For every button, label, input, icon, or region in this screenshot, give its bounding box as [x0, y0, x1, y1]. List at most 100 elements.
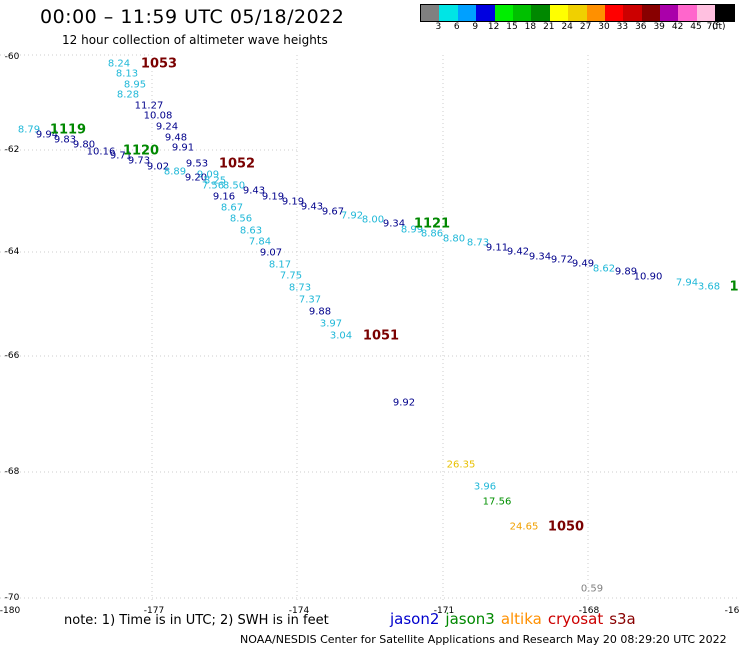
longitude-label: -180: [0, 606, 21, 616]
wave-height-value: 8.79: [17, 124, 41, 136]
color-tick-label: 33: [616, 22, 629, 32]
legend-cryosat: cryosat: [547, 610, 604, 628]
wave-height-value: 9.07: [259, 247, 283, 259]
wave-height-value: 7.94: [675, 277, 699, 289]
wave-height-value: 11.27: [134, 100, 164, 112]
wave-height-value: 9.49: [571, 258, 595, 270]
wave-height-value: 9.24: [155, 121, 179, 133]
station-time-label: 1119: [49, 122, 87, 138]
wave-height-value: 9.09: [196, 169, 220, 181]
station-time-label: 1050: [547, 519, 585, 535]
station-time-label: 1120: [122, 143, 160, 159]
color-tick-label: 39: [653, 22, 665, 32]
station-time-label: 1052: [218, 156, 256, 172]
color-swatch-8: [568, 5, 587, 21]
wave-height-value: 8.73: [466, 237, 490, 249]
wave-height-value: 3.96: [473, 481, 497, 493]
color-swatch-12: [641, 5, 661, 21]
color-swatch-11: [623, 5, 642, 21]
wave-height-value: 9.43: [242, 185, 266, 197]
wave-height-value: 9.83: [53, 134, 77, 146]
wave-height-value: 9.11: [485, 242, 509, 254]
color-tick-label: 9: [472, 22, 479, 32]
color-tick-label: 12: [487, 22, 500, 32]
wave-height-value: 9.67: [321, 206, 345, 218]
wave-height-value: 9.43: [300, 201, 324, 213]
latitude-label: -66: [4, 351, 20, 361]
satellite-legend: jason2 jason3 altika cryosat s3a: [390, 610, 642, 628]
color-tick-label: 42: [671, 22, 684, 32]
station-time-label: 1051: [362, 328, 400, 344]
color-swatch-6: [531, 5, 550, 21]
latitude-label: -64: [4, 247, 20, 257]
wave-height-value: 17.56: [482, 496, 512, 508]
latitude-label: -62: [4, 145, 20, 155]
wave-height-value: 8.13: [115, 68, 139, 80]
color-swatch-5: [512, 5, 532, 21]
legend-s3a: s3a: [609, 610, 636, 628]
longitude-label: -16: [724, 606, 740, 616]
wave-height-value: 8.67: [220, 202, 244, 214]
wave-height-value: 8.86: [420, 228, 444, 240]
wave-height-value: 7.75: [279, 270, 303, 282]
wave-height-value: 8.95: [123, 79, 147, 91]
wave-height-value: 8.63: [239, 225, 263, 237]
color-tick-label: 18: [524, 22, 537, 32]
wave-height-value: 9.94: [35, 129, 59, 141]
legend-jason3: jason3: [445, 610, 495, 628]
wave-height-value: 8.00: [361, 214, 385, 226]
wave-height-value: 8.24: [107, 58, 131, 70]
legend-altika: altika: [500, 610, 542, 628]
color-swatch-4: [494, 5, 513, 21]
wave-height-value: 9.02: [146, 161, 170, 173]
color-swatch-13: [660, 5, 679, 21]
wave-height-value: 8.99: [400, 224, 424, 236]
wave-height-value: 7.56: [201, 180, 225, 192]
wave-height-value: 10.16: [86, 146, 116, 158]
wave-height-value: 8.28: [116, 89, 140, 101]
color-swatch-0: [421, 5, 440, 21]
wave-height-value: 9.71: [109, 150, 133, 162]
wave-height-value: 9.88: [308, 306, 332, 318]
longitude-label: -174: [288, 606, 310, 616]
color-swatch-7: [549, 5, 569, 21]
wave-height-value: 8.89: [163, 166, 187, 178]
color-tick-label: 15: [506, 22, 518, 32]
wave-height-value: 24.65: [509, 521, 539, 533]
wave-height-value: 9.73: [127, 155, 151, 167]
wave-height-value: 8.56: [229, 213, 253, 225]
station-time-label: 1053: [140, 56, 178, 72]
color-swatch-2: [457, 5, 477, 21]
wave-height-value: 9.91: [171, 142, 195, 154]
wave-height-value: 8.17: [268, 259, 292, 271]
page-title: 00:00 – 11:59 UTC 05/18/2022: [40, 6, 345, 28]
wave-height-value: 3.68: [697, 281, 721, 293]
color-swatch-16: [715, 5, 734, 21]
latitude-label: -70: [4, 593, 20, 603]
wave-height-value: 9.89: [614, 266, 638, 278]
color-swatch-3: [476, 5, 495, 21]
latitude-label: -60: [4, 52, 20, 62]
longitude-label: -171: [433, 606, 455, 616]
color-tick-label: 36: [635, 22, 647, 32]
color-swatch-1: [439, 5, 458, 21]
color-tick-label: 30: [598, 22, 610, 32]
color-tick-label: 45: [690, 22, 702, 32]
color-swatch-14: [678, 5, 697, 21]
wave-height-value: 7.84: [248, 236, 272, 248]
color-tick-label: 3: [435, 22, 442, 32]
color-swatch-9: [586, 5, 605, 21]
units-note: note: 1) Time is in UTC; 2) SWH is in fe…: [64, 613, 329, 628]
color-tick-label: 21: [543, 22, 555, 32]
wave-height-value: 26.35: [446, 459, 476, 471]
wave-height-value: 9.80: [72, 139, 96, 151]
wave-height-value: 9.72: [550, 254, 574, 266]
color-tick-label: 6: [453, 22, 460, 32]
wave-height-value: 10.08: [143, 110, 173, 122]
color-swatch-10: [604, 5, 624, 21]
wave-height-value: 8.62: [592, 263, 616, 275]
longitude-label: -177: [143, 606, 165, 616]
wave-height-value: 9.34: [382, 218, 406, 230]
station-time-label: 1: [729, 279, 739, 295]
graticule: [0, 54, 740, 600]
